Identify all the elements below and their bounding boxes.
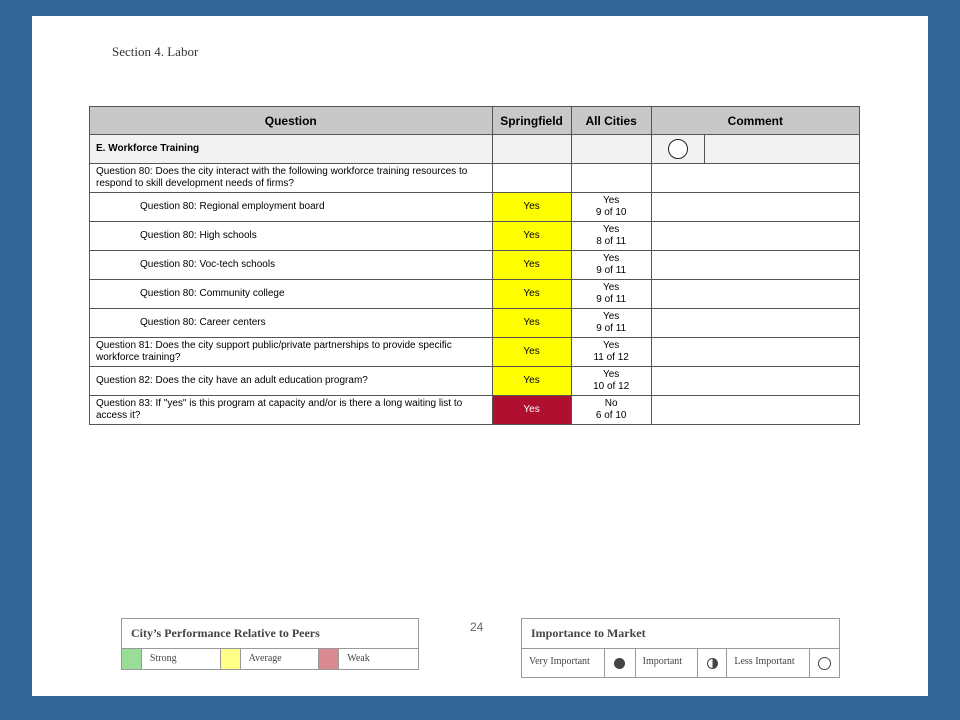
circle-empty-icon	[810, 649, 839, 677]
table-row: Question 80: Community college Yes Yes 9 o…	[89, 279, 861, 309]
question-cell: Question 82: Does the city have an adult…	[89, 366, 493, 396]
city-value-cell: Yes	[491, 192, 572, 222]
document-page: Section 4. Labor Question Springfield Al…	[32, 16, 928, 696]
header-comment: Comment	[650, 106, 861, 135]
section-title: Section 4. Labor	[112, 44, 199, 59]
question-cell: Question 80: High schools	[89, 221, 493, 251]
strong-label: Strong	[142, 649, 221, 669]
comment-cell	[650, 192, 861, 222]
question-cell: Question 80: Regional employment board	[89, 192, 493, 222]
importance-legend: Importance to Market Very Important Impo…	[521, 618, 840, 678]
question-cell: Question 80: Community college	[89, 279, 493, 309]
question-cell: Question 80: Does the city interact with…	[89, 163, 493, 193]
question-cell: E. Workforce Training	[89, 134, 493, 164]
question-cell: Question 80: Career centers	[89, 308, 493, 338]
city-value-cell	[491, 163, 572, 193]
average-swatch	[220, 649, 241, 669]
importance-legend-title: Importance to Market	[522, 619, 839, 649]
comment-cell	[650, 366, 861, 396]
table-header-row: Question Springfield All Cities Comment	[89, 106, 861, 135]
table-row: Question 80: High schools Yes Yes 8 of 11	[89, 221, 861, 251]
table-row: Question 83: If "yes" is this program at…	[89, 395, 861, 425]
comment-cell	[650, 221, 861, 251]
comment-cell	[650, 279, 861, 309]
performance-legend: City’s Performance Relative to Peers Str…	[121, 618, 419, 670]
all-cities-cell: No 6 of 10	[570, 395, 652, 425]
comment-cell	[650, 134, 861, 164]
average-label: Average	[241, 649, 320, 669]
header-city: Springfield	[491, 106, 572, 135]
important-label: Important	[636, 649, 699, 677]
very-important-label: Very Important	[522, 649, 605, 677]
page-number: 24	[470, 620, 484, 634]
strong-swatch	[122, 649, 142, 669]
all-cities-cell	[570, 163, 652, 193]
comment-cell	[650, 308, 861, 338]
table-row: Question 80: Career centers Yes Yes 9 of 1…	[89, 308, 861, 338]
city-value-cell: Yes	[491, 395, 572, 425]
less-important-label: Less Important	[727, 649, 811, 677]
city-value-cell: Yes	[491, 337, 572, 367]
labor-table: Question Springfield All Cities Comment …	[89, 106, 861, 425]
city-value-cell: Yes	[491, 250, 572, 280]
header-all-cities: All Cities	[570, 106, 652, 135]
city-value-cell: Yes	[491, 366, 572, 396]
table-row: Question 80: Voc-tech schools Yes Yes 9 of…	[89, 250, 861, 280]
city-value-cell: Yes	[491, 279, 572, 309]
comment-cell	[650, 395, 861, 425]
circle-empty-icon	[667, 139, 688, 159]
weak-label: Weak	[347, 653, 370, 664]
city-value-cell	[491, 134, 572, 164]
section-row: E. Workforce Training	[89, 134, 861, 164]
all-cities-cell	[570, 134, 652, 164]
table-row: Question 82: Does the city have an adult…	[89, 366, 861, 396]
city-value-cell: Yes	[491, 221, 572, 251]
all-cities-cell: Yes 11 of 12	[570, 337, 652, 367]
table-row: Question 80: Does the city interact with…	[89, 163, 861, 193]
question-cell: Question 83: If "yes" is this program at…	[89, 395, 493, 425]
performance-legend-title: City’s Performance Relative to Peers	[122, 619, 418, 649]
weak-swatch	[319, 649, 340, 669]
table-body: E. Workforce Training Question 80: Does t…	[89, 134, 861, 425]
circle-full-icon	[605, 649, 636, 677]
question-cell: Question 81: Does the city support publi…	[89, 337, 493, 367]
table-row: Question 80: Regional employment board Ye…	[89, 192, 861, 222]
all-cities-cell: Yes 9 of 11	[570, 308, 652, 338]
all-cities-cell: Yes 9 of 11	[570, 250, 652, 280]
city-value-cell: Yes	[491, 308, 572, 338]
comment-cell	[650, 337, 861, 367]
comment-cell	[650, 163, 861, 193]
comment-cell	[650, 250, 861, 280]
question-cell: Question 80: Voc-tech schools	[89, 250, 493, 280]
all-cities-cell: Yes 9 of 11	[570, 279, 652, 309]
header-question: Question	[89, 106, 493, 135]
circle-half-icon	[698, 649, 728, 677]
all-cities-cell: Yes 9 of 10	[570, 192, 652, 222]
all-cities-cell: Yes 8 of 11	[570, 221, 652, 251]
all-cities-cell: Yes 10 of 12	[570, 366, 652, 396]
table-row: Question 81: Does the city support publi…	[89, 337, 861, 367]
